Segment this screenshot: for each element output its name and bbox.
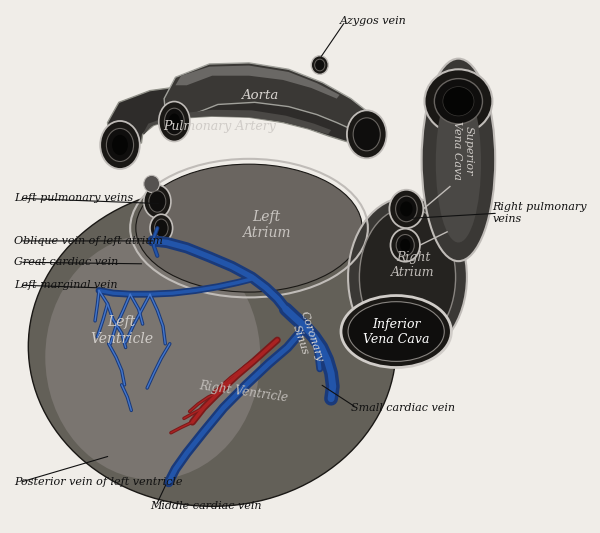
Ellipse shape	[400, 239, 410, 252]
Ellipse shape	[136, 164, 362, 292]
Ellipse shape	[436, 83, 481, 243]
Ellipse shape	[348, 302, 444, 361]
Ellipse shape	[144, 185, 171, 218]
Text: Small cardiac vein: Small cardiac vein	[351, 403, 455, 413]
Ellipse shape	[144, 175, 160, 192]
Text: Aorta: Aorta	[241, 90, 278, 102]
Text: Middle cardiac vein: Middle cardiac vein	[150, 502, 262, 511]
Ellipse shape	[348, 197, 467, 357]
Ellipse shape	[28, 187, 396, 506]
Ellipse shape	[359, 208, 455, 346]
Text: Left marginal vein: Left marginal vein	[14, 280, 118, 290]
Ellipse shape	[150, 214, 173, 242]
Ellipse shape	[434, 78, 482, 124]
Ellipse shape	[314, 59, 325, 71]
Ellipse shape	[159, 101, 190, 142]
Ellipse shape	[347, 110, 386, 158]
Text: Azygos vein: Azygos vein	[340, 17, 406, 26]
Ellipse shape	[311, 56, 328, 74]
Ellipse shape	[164, 108, 184, 135]
Text: Coronary
Sinus: Coronary Sinus	[287, 310, 324, 367]
Text: Oblique vein of left atrium: Oblique vein of left atrium	[14, 236, 163, 246]
Text: Great cardiac vein: Great cardiac vein	[14, 257, 118, 267]
Ellipse shape	[353, 118, 380, 151]
Ellipse shape	[389, 190, 424, 228]
Ellipse shape	[391, 229, 420, 262]
Text: Inferior
Vena Cava: Inferior Vena Cava	[363, 318, 430, 345]
Text: Superior
Vena Cava: Superior Vena Cava	[452, 121, 474, 180]
Ellipse shape	[169, 114, 180, 130]
Polygon shape	[164, 63, 374, 133]
Ellipse shape	[155, 219, 168, 237]
Ellipse shape	[100, 121, 140, 169]
Ellipse shape	[422, 59, 495, 261]
Ellipse shape	[341, 295, 451, 368]
Text: Left pulmonary veins: Left pulmonary veins	[14, 193, 133, 203]
Ellipse shape	[396, 235, 414, 256]
Polygon shape	[175, 66, 340, 99]
Ellipse shape	[112, 135, 128, 155]
Ellipse shape	[443, 86, 474, 116]
Text: Right pulmonary
veins: Right pulmonary veins	[493, 203, 587, 224]
Text: Right
Atrium: Right Atrium	[391, 252, 435, 279]
Polygon shape	[107, 85, 367, 149]
Polygon shape	[143, 110, 331, 134]
Text: Left
Ventricle: Left Ventricle	[90, 316, 153, 345]
Ellipse shape	[395, 196, 417, 222]
Text: Right Ventricle: Right Ventricle	[198, 379, 289, 405]
Ellipse shape	[149, 191, 166, 212]
Ellipse shape	[400, 201, 413, 216]
Ellipse shape	[45, 235, 260, 480]
Ellipse shape	[424, 69, 493, 133]
Text: Pulmonary Artery: Pulmonary Artery	[163, 120, 276, 133]
Text: Left
Atrium: Left Atrium	[242, 210, 290, 240]
Text: Posterior vein of left ventricle: Posterior vein of left ventricle	[14, 478, 182, 487]
Ellipse shape	[106, 128, 134, 161]
